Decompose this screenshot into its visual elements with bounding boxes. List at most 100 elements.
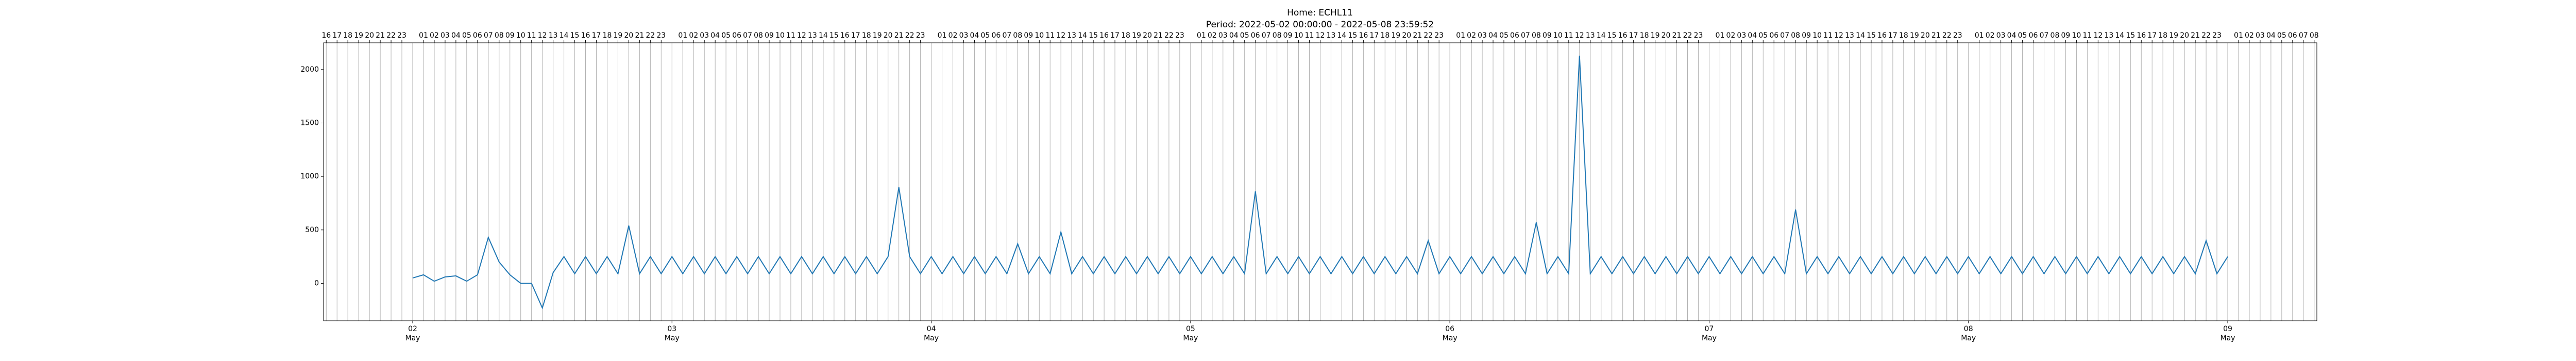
x-tick-label: 04 May: [924, 325, 939, 342]
top-tick-label: 13: [1067, 31, 1076, 40]
x-tick-label-line: May: [2221, 334, 2235, 342]
top-tick-label: 15: [1348, 31, 1357, 40]
top-tick-label: 09: [1543, 31, 1552, 40]
top-tick-label: 22: [905, 31, 914, 40]
x-tick-label-line: 02: [408, 325, 417, 333]
top-tick-label: 21: [376, 31, 385, 40]
top-tick-label: 11: [527, 31, 536, 40]
top-tick-label: 22: [1942, 31, 1952, 40]
top-tick-label: 13: [2104, 31, 2113, 40]
top-tick-label: 16: [321, 31, 331, 40]
x-tick-label-line: May: [405, 334, 420, 342]
top-tick-label: 13: [1586, 31, 1595, 40]
top-tick-label: 04: [2266, 31, 2276, 40]
top-tick-label: 08: [754, 31, 763, 40]
top-tick-label: 10: [1035, 31, 1044, 40]
x-tick-label: 05 May: [1183, 325, 1198, 342]
top-tick-label: 08: [1791, 31, 1800, 40]
top-tick-label: 05: [981, 31, 990, 40]
top-tick-label: 13: [549, 31, 558, 40]
top-tick-label: 06: [991, 31, 1001, 40]
top-tick-label: 18: [862, 31, 871, 40]
top-tick-label: 21: [1413, 31, 1422, 40]
top-tick-label: 10: [1294, 31, 1303, 40]
top-tick-label: 23: [656, 31, 666, 40]
top-tick-label: 13: [1845, 31, 1854, 40]
top-tick-label: 12: [1316, 31, 1325, 40]
top-tick-label: 21: [2191, 31, 2200, 40]
top-tick-label: 19: [354, 31, 363, 40]
x-tick-label: 07 May: [1702, 325, 1717, 342]
top-tick-label: 03: [1218, 31, 1228, 40]
top-tick-label: 22: [646, 31, 655, 40]
top-tick-label: 14: [1597, 31, 1606, 40]
top-tick-label: 19: [1651, 31, 1660, 40]
top-tick-label: 02: [1726, 31, 1735, 40]
top-tick-label: 12: [1575, 31, 1584, 40]
top-tick-label: 23: [1175, 31, 1184, 40]
top-tick-label: 01: [1715, 31, 1724, 40]
top-tick-label: 17: [592, 31, 601, 40]
top-tick-label: 14: [1337, 31, 1347, 40]
top-tick-label: 20: [1402, 31, 1411, 40]
top-tick-label: 12: [1834, 31, 1843, 40]
top-tick-label: 10: [516, 31, 526, 40]
top-tick-label: 12: [2093, 31, 2103, 40]
top-tick-label: 05: [462, 31, 471, 40]
top-tick-label: 04: [710, 31, 720, 40]
top-tick-label: 08: [2310, 31, 2319, 40]
top-tick-label: 17: [1110, 31, 1120, 40]
top-tick-label: 16: [1359, 31, 1368, 40]
top-tick-label: 03: [1996, 31, 2006, 40]
top-tick-label: 21: [1931, 31, 1941, 40]
top-tick-label: 05: [2018, 31, 2027, 40]
top-tick-label: 05: [2277, 31, 2286, 40]
top-tick-label: 19: [1132, 31, 1141, 40]
top-tick-label: 17: [332, 31, 342, 40]
top-tick-label: 18: [1380, 31, 1389, 40]
top-tick-label: 15: [1607, 31, 1617, 40]
top-tick-label: 09: [505, 31, 515, 40]
top-tick-label: 18: [603, 31, 612, 40]
x-tick-label-line: May: [1961, 334, 1976, 342]
top-tick-label: 14: [1078, 31, 1087, 40]
top-tick-label: 17: [1629, 31, 1638, 40]
top-tick-label: 20: [624, 31, 633, 40]
top-tick-label: 01: [1197, 31, 1206, 40]
data-line: [412, 55, 2228, 309]
top-tick-label: 07: [1002, 31, 1011, 40]
top-tick-label: 18: [1121, 31, 1130, 40]
top-tick-label: 07: [1262, 31, 1271, 40]
top-tick-label: 09: [1802, 31, 1811, 40]
top-tick-label: 03: [959, 31, 969, 40]
top-tick-label: 22: [1164, 31, 1174, 40]
x-tick-label-line: May: [1183, 334, 1198, 342]
top-tick-label: 06: [2288, 31, 2297, 40]
top-tick-label: 16: [1618, 31, 1628, 40]
top-tick-label: 01: [1975, 31, 1984, 40]
top-tick-label: 01: [1456, 31, 1465, 40]
top-tick-label: 21: [1154, 31, 1163, 40]
top-tick-label: 02: [2245, 31, 2254, 40]
y-tick-label: 1000: [300, 172, 319, 180]
top-tick-label: 11: [2082, 31, 2092, 40]
top-tick-label: 06: [732, 31, 741, 40]
top-tick-label: 10: [1812, 31, 1822, 40]
top-tick-label: 04: [970, 31, 979, 40]
x-tick-label-line: May: [1443, 334, 1458, 342]
top-tick-label: 18: [1640, 31, 1649, 40]
x-tick-label-line: 08: [1964, 325, 1973, 333]
x-tick-label: 06 May: [1443, 325, 1458, 342]
plot-frame: [323, 42, 2317, 321]
y-tick-label: 1500: [300, 119, 319, 127]
top-tick-label: 04: [2007, 31, 2016, 40]
y-tick-label: 2000: [300, 65, 319, 74]
top-tick-label: 19: [1391, 31, 1400, 40]
top-tick-label: 06: [1251, 31, 1260, 40]
top-tick-label: 11: [1564, 31, 1573, 40]
top-tick-label: 12: [797, 31, 806, 40]
top-tick-label: 01: [419, 31, 428, 40]
y-tick-label: 0: [314, 279, 319, 287]
x-tick-label-line: 04: [927, 325, 936, 333]
